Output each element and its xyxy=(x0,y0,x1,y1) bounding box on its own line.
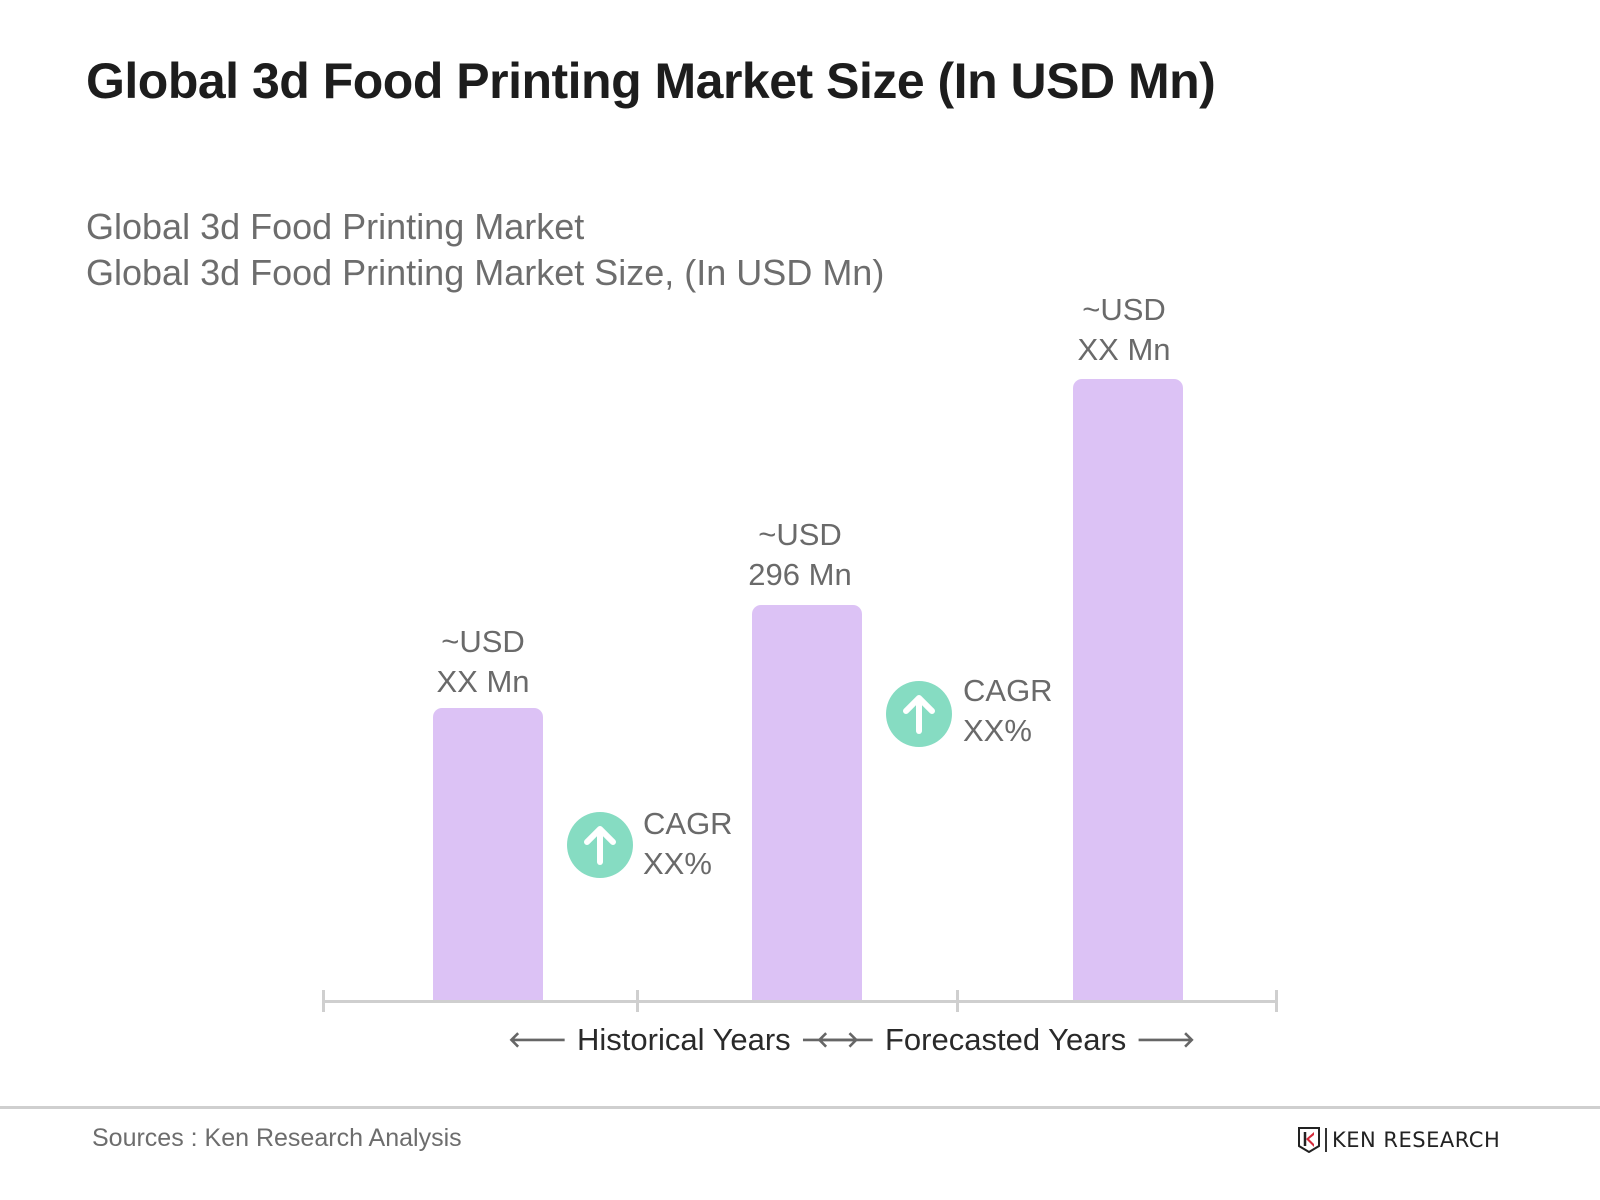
bar-label-prefix: ~USD xyxy=(1082,292,1166,327)
x-axis-tick xyxy=(956,990,959,1012)
bar-label-value: XX Mn xyxy=(1077,332,1171,367)
chart-title: Global 3d Food Printing Market Size (In … xyxy=(86,53,1216,109)
bar-1 xyxy=(433,708,543,1001)
bar-label-prefix: ~USD xyxy=(441,624,525,659)
cagr-label: CAGR xyxy=(643,806,733,841)
ken-research-logo-text: KEN RESEARCH xyxy=(1332,1128,1501,1152)
cagr-badge-2 xyxy=(886,681,952,747)
cagr-badge-1 xyxy=(567,812,633,878)
bar-value-label-1: ~USD XX Mn xyxy=(383,622,583,702)
arrow-left-icon: 🡐 xyxy=(508,1027,567,1052)
arrow-right-icon: 🡒 xyxy=(800,1027,860,1052)
bar-label-value: 296 Mn xyxy=(748,557,852,592)
sources-text: Sources : Ken Research Analysis xyxy=(92,1124,462,1152)
footer-divider xyxy=(0,1106,1600,1109)
x-axis-tick xyxy=(1275,990,1278,1012)
x-axis-line xyxy=(323,1000,1277,1003)
bar-2 xyxy=(752,605,862,1001)
bar-label-prefix: ~USD xyxy=(758,517,842,552)
chart-subtitle-line1: Global 3d Food Printing Market xyxy=(86,206,585,247)
bar-label-value: XX Mn xyxy=(436,664,530,699)
historical-years-label: 🡐 Historical Years 🡒 xyxy=(508,1022,860,1058)
cagr-value: XX% xyxy=(963,713,1032,748)
x-axis-tick xyxy=(636,990,639,1012)
arrow-right-icon: 🡒 xyxy=(1136,1027,1196,1052)
forecasted-years-text: Forecasted Years xyxy=(885,1022,1127,1057)
chart-subtitle-line2: Global 3d Food Printing Market Size, (In… xyxy=(86,252,885,293)
cagr-text-1: CAGR XX% xyxy=(643,804,733,884)
cagr-label: CAGR xyxy=(963,673,1053,708)
ken-research-logo-mark-icon xyxy=(1298,1127,1320,1153)
arrow-up-icon xyxy=(584,826,616,865)
logo-separator xyxy=(1325,1128,1327,1152)
arrow-left-icon: 🡐 xyxy=(816,1027,875,1052)
x-axis-tick xyxy=(322,990,325,1012)
forecasted-years-label: 🡐 Forecasted Years 🡒 xyxy=(816,1022,1195,1058)
historical-years-text: Historical Years xyxy=(577,1022,791,1057)
cagr-text-2: CAGR XX% xyxy=(963,671,1053,751)
ken-research-logo: KEN RESEARCH xyxy=(1298,1127,1500,1153)
arrow-up-icon xyxy=(903,695,935,734)
cagr-value: XX% xyxy=(643,846,712,881)
bar-3 xyxy=(1073,379,1183,1001)
bar-value-label-3: ~USD XX Mn xyxy=(1024,290,1224,370)
bar-value-label-2: ~USD 296 Mn xyxy=(700,515,900,595)
